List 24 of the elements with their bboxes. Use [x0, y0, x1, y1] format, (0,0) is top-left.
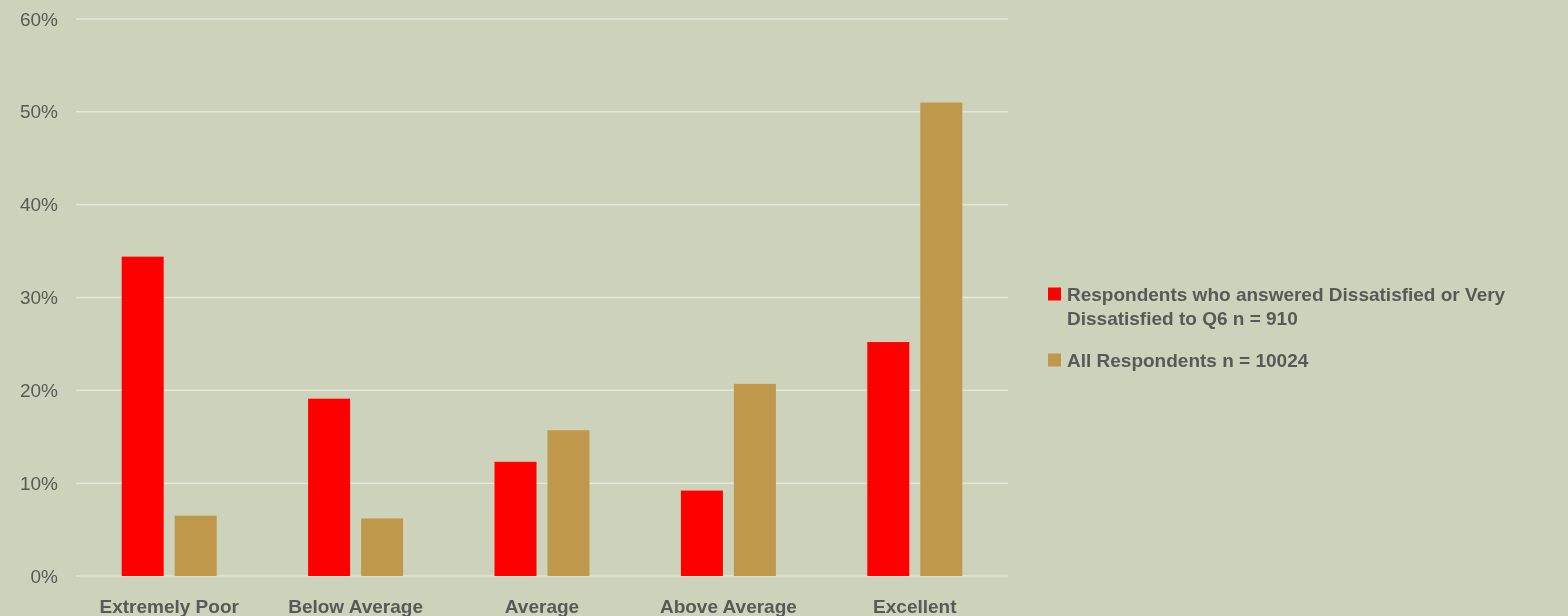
x-tick-label: Excellent	[873, 595, 958, 616]
bar	[867, 342, 910, 576]
y-tick-label: 10%	[19, 472, 59, 494]
bar	[733, 383, 776, 576]
x-tick-label: Extremely Poor	[99, 595, 240, 616]
legend-label: Respondents who answered Dissatisfied or Very Dissatisfied to Q6 n = 910	[1067, 284, 1506, 330]
y-tick-label: 60%	[19, 8, 59, 30]
y-tick-label: 20%	[19, 379, 59, 401]
y-tick-label: 50%	[19, 101, 59, 123]
x-tick-label: Below Average	[288, 595, 424, 616]
x-tick-label: Average	[504, 595, 580, 616]
bar	[547, 430, 590, 576]
y-tick-label: 40%	[19, 194, 59, 216]
bar	[680, 490, 723, 576]
legend-label: All Respondents n = 10024	[1067, 350, 1309, 372]
bar	[308, 398, 351, 576]
bar	[361, 518, 404, 576]
y-tick-label: 0%	[30, 565, 59, 587]
x-tick-label: Above Average	[659, 595, 797, 616]
bar	[174, 515, 217, 576]
bar	[121, 256, 164, 576]
y-tick-label: 30%	[19, 287, 59, 309]
bar	[920, 102, 963, 576]
bar	[494, 461, 537, 576]
